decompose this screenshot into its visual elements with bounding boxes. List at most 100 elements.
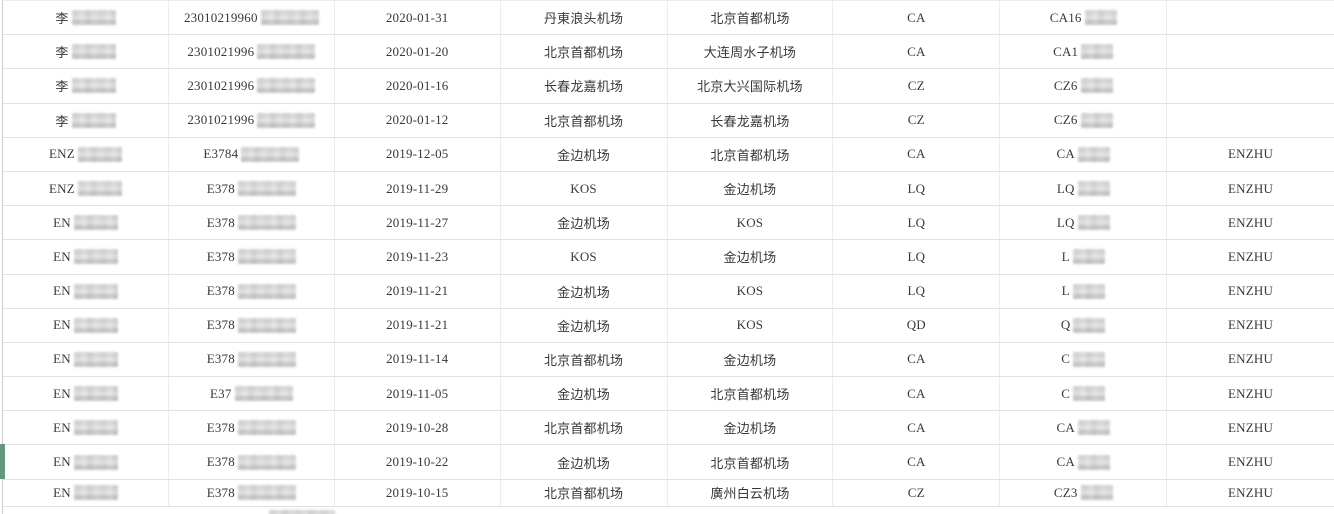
table-row[interactable]: EN E378 2019-10-22 金边机场 北京首都机场 CA CA ENZ… <box>0 444 1334 480</box>
cell-id-number[interactable]: E378 <box>169 411 335 445</box>
cell-passenger-name[interactable]: EN <box>3 308 169 342</box>
cell-agent-code[interactable] <box>1167 69 1334 102</box>
cell-airline-code[interactable]: CA <box>833 1 1001 35</box>
table-row[interactable]: 李 2301021996 2020-01-20 北京首都机场 大连周水子机场 C… <box>3 35 1334 70</box>
cell-flight-date[interactable]: 2019-11-29 <box>335 171 501 206</box>
cell-id-number[interactable]: E3784 <box>169 137 335 171</box>
cell-agent-code[interactable]: ENZHU <box>1167 377 1334 410</box>
cell-airline-code[interactable]: CA <box>833 342 1001 377</box>
cell-flight-date[interactable]: 2019-10-28 <box>335 411 501 445</box>
cell-departure-airport[interactable]: KOS <box>501 240 668 274</box>
cell-agent-code[interactable]: ENZHU <box>1167 138 1334 171</box>
cell-passenger-name[interactable]: EN <box>3 479 169 507</box>
table-row[interactable]: EN E378 2019-11-21 金边机场 KOS LQ L ENZHU <box>3 274 1334 309</box>
cell-flight-date[interactable]: 2019-10-22 <box>335 445 501 479</box>
cell-arrival-airport[interactable]: 北京首都机场 <box>668 1 834 35</box>
cell-flight-date[interactable]: 2019-11-21 <box>335 274 501 308</box>
cell-airline-code[interactable]: LQ <box>833 240 1001 274</box>
cell-departure-airport[interactable]: KOS <box>501 171 668 206</box>
cell-passenger-name[interactable]: EN <box>3 342 169 377</box>
cell-airline-code[interactable]: CA <box>833 445 1001 479</box>
cell-id-number[interactable]: E378 <box>169 342 335 377</box>
cell-arrival-airport[interactable]: 北京首都机场 <box>668 445 834 479</box>
cell-arrival-airport[interactable]: 廣州白云机场 <box>668 479 834 507</box>
table-row[interactable]: 李 2301021996 2020-01-12 北京首都机场 长春龙嘉机场 CZ… <box>3 103 1334 138</box>
table-row[interactable]: EN E378 2019-11-14 北京首都机场 金边机场 CA C ENZH… <box>3 342 1334 378</box>
cell-flight-date[interactable]: 2019-11-21 <box>335 308 501 342</box>
cell-flight-number[interactable]: CA16 <box>1000 1 1168 35</box>
cell-flight-number[interactable]: CZ6 <box>1000 69 1168 103</box>
cell-flight-date[interactable]: 2020-01-31 <box>335 1 501 35</box>
cell-departure-airport[interactable]: 金边机场 <box>501 206 668 240</box>
cell-flight-number[interactable]: LQ <box>1000 206 1168 240</box>
cell-flight-number[interactable]: C <box>1000 342 1168 377</box>
cell-departure-airport[interactable]: 丹東浪头机场 <box>501 1 668 35</box>
cell-airline-code[interactable]: LQ <box>833 206 1001 240</box>
cell-flight-date[interactable]: 2019-11-23 <box>335 240 501 274</box>
cell-arrival-airport[interactable]: 北京大兴国际机场 <box>668 69 834 103</box>
cell-flight-date[interactable]: 2020-01-16 <box>335 69 501 103</box>
cell-id-number[interactable]: E378 <box>169 479 335 507</box>
table-row[interactable]: ENZ E3784 2019-12-05 金边机场 北京首都机场 CA CA E… <box>3 137 1334 172</box>
cell-agent-code[interactable]: ENZHU <box>1167 343 1334 376</box>
table-row[interactable]: 李 23010219960 2020-01-31 丹東浪头机场 北京首都机场 C… <box>3 1 1334 36</box>
cell-flight-number[interactable]: CA1 <box>1000 35 1168 69</box>
cell-id-number[interactable]: E37 <box>169 377 335 411</box>
cell-departure-airport[interactable]: 北京首都机场 <box>501 103 668 137</box>
cell-id-number[interactable]: E378 <box>169 240 335 274</box>
cell-passenger-name[interactable]: ENZ <box>3 171 169 206</box>
cell-airline-code[interactable]: QD <box>833 308 1001 342</box>
table-row[interactable]: EN E378 2019-11-21 金边机场 KOS QD Q ENZHU <box>3 308 1334 343</box>
cell-passenger-name[interactable]: 李 <box>3 103 169 137</box>
cell-agent-code[interactable]: ENZHU <box>1167 309 1334 342</box>
cell-agent-code[interactable]: ENZHU <box>1167 411 1334 444</box>
cell-agent-code[interactable] <box>1167 1 1334 34</box>
cell-id-number[interactable]: E378 <box>169 308 335 342</box>
cell-id-number[interactable]: 2301021996 <box>169 69 335 103</box>
cell-passenger-name[interactable]: EN <box>3 445 169 479</box>
cell-flight-date[interactable]: 2019-10-15 <box>335 479 501 507</box>
cell-arrival-airport[interactable]: 金边机场 <box>668 342 834 377</box>
cell-flight-number[interactable]: CA <box>1000 137 1168 171</box>
cell-flight-number[interactable]: CA <box>1000 445 1168 479</box>
cell-passenger-name[interactable]: EN <box>3 206 169 240</box>
cell-passenger-name[interactable]: EN <box>3 240 169 274</box>
cell-agent-code[interactable]: ENZHU <box>1167 445 1334 478</box>
cell-airline-code[interactable]: LQ <box>833 274 1001 308</box>
cell-airline-code[interactable]: CZ <box>833 69 1001 103</box>
cell-flight-date[interactable]: 2020-01-20 <box>335 35 501 69</box>
cell-passenger-name[interactable]: 李 <box>3 1 169 35</box>
cell-id-number[interactable]: 23010219960 <box>169 1 335 35</box>
cell-departure-airport[interactable]: 金边机场 <box>501 308 668 342</box>
cell-departure-airport[interactable]: 北京首都机场 <box>501 479 668 507</box>
cell-flight-date[interactable]: 2019-11-14 <box>335 342 501 377</box>
cell-id-number[interactable]: E378 <box>169 445 335 479</box>
cell-flight-number[interactable]: Q <box>1000 308 1168 342</box>
cell-agent-code[interactable]: ENZHU <box>1167 240 1334 273</box>
cell-departure-airport[interactable]: 金边机场 <box>501 445 668 479</box>
cell-passenger-name[interactable]: 李 <box>3 69 169 103</box>
cell-arrival-airport[interactable]: 北京首都机场 <box>668 377 834 411</box>
cell-agent-code[interactable]: ENZHU <box>1167 275 1334 308</box>
cell-id-number[interactable]: E378 <box>169 274 335 308</box>
cell-airline-code[interactable]: CA <box>833 137 1001 171</box>
cell-airline-code[interactable]: CA <box>833 411 1001 445</box>
cell-arrival-airport[interactable]: KOS <box>668 206 834 240</box>
cell-passenger-name[interactable]: 李 <box>3 35 169 69</box>
cell-arrival-airport[interactable]: 金边机场 <box>668 411 834 445</box>
cell-departure-airport[interactable]: 北京首都机场 <box>501 411 668 445</box>
cell-airline-code[interactable]: CZ <box>833 479 1001 507</box>
cell-passenger-name[interactable]: EN <box>3 377 169 411</box>
cell-arrival-airport[interactable]: 金边机场 <box>668 171 834 206</box>
cell-airline-code[interactable]: CA <box>833 377 1001 411</box>
cell-arrival-airport[interactable]: 金边机场 <box>668 240 834 274</box>
table-row[interactable]: EN E378 2019-11-23 KOS 金边机场 LQ L ENZHU <box>3 240 1334 275</box>
cell-passenger-name[interactable]: EN <box>3 274 169 308</box>
cell-arrival-airport[interactable]: KOS <box>668 308 834 342</box>
cell-departure-airport[interactable]: 北京首都机场 <box>501 35 668 69</box>
cell-airline-code[interactable]: CA <box>833 35 1001 69</box>
cell-departure-airport[interactable]: 金边机场 <box>501 137 668 171</box>
cell-arrival-airport[interactable]: 大连周水子机场 <box>668 35 834 69</box>
cell-arrival-airport[interactable]: 长春龙嘉机场 <box>668 103 834 137</box>
cell-flight-date[interactable]: 2019-11-05 <box>335 377 501 411</box>
